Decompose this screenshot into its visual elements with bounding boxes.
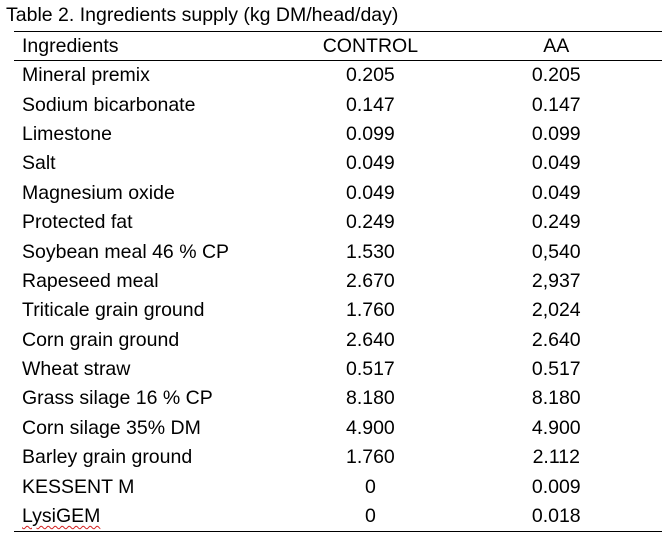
table-row: Corn grain ground 2.640 2.640 <box>14 326 662 355</box>
spellcheck-flagged-word: LysiGEM <box>22 505 101 528</box>
aa-value: 4.900 <box>531 416 581 439</box>
aa-value: 0.018 <box>450 501 662 533</box>
table-row: KESSENT M 0 0.009 <box>14 472 662 501</box>
ingredient-name: Rapeseed meal <box>22 269 159 292</box>
table-row: Limestone 0.099 0.099 <box>14 120 662 149</box>
control-value: 1.760 <box>345 299 395 322</box>
control-value: 0.049 <box>345 152 395 175</box>
table-row: Protected fat 0.249 0.249 <box>14 208 662 237</box>
aa-value: 0.147 <box>531 93 581 116</box>
aa-value: 2,937 <box>531 269 581 292</box>
control-value: 0.049 <box>345 181 395 204</box>
aa-value: 0,540 <box>531 240 581 263</box>
aa-value: 0.099 <box>531 122 581 145</box>
ingredient-name: Sodium bicarbonate <box>22 93 196 116</box>
ingredient-name: Barley grain ground <box>22 446 193 469</box>
ingredient-name: Salt <box>22 152 56 175</box>
control-value: 0.249 <box>345 211 395 234</box>
table-row: Corn silage 35% DM 4.900 4.900 <box>14 414 662 443</box>
table-row: Triticale grain ground 1.760 2,024 <box>14 296 662 325</box>
control-value: 0.099 <box>345 122 395 145</box>
ingredient-name: Mineral premix <box>22 64 150 87</box>
table-row: Magnesium oxide 0.049 0.049 <box>14 179 662 208</box>
ingredient-name: Magnesium oxide <box>22 181 175 204</box>
aa-value: 0.009 <box>531 475 581 498</box>
table-row: Sodium bicarbonate 0.147 0.147 <box>14 90 662 119</box>
table-row: Grass silage 16 % CP 8.180 8.180 <box>14 384 662 413</box>
control-value: 0.147 <box>345 93 395 116</box>
aa-value: 2.112 <box>532 446 580 469</box>
ingredient-name-cell: LysiGEM <box>14 501 291 533</box>
control-value: 1.530 <box>345 240 395 263</box>
ingredient-name: Grass silage 16 % CP <box>22 387 213 410</box>
control-value: 2.670 <box>345 269 395 292</box>
ingredient-name: Corn silage 35% DM <box>22 416 201 439</box>
column-header-aa: AA <box>450 31 662 61</box>
table-row: LysiGEM 0 0.018 <box>14 501 662 533</box>
table-caption: Table 2. Ingredients supply (kg DM/head/… <box>6 4 399 26</box>
aa-value: 0.049 <box>531 152 581 175</box>
control-value: 4.900 <box>345 416 395 439</box>
table-row: Mineral premix 0.205 0.205 <box>14 61 662 91</box>
ingredient-name: Protected fat <box>22 211 133 234</box>
column-header-control: CONTROL <box>290 31 451 61</box>
ingredient-name: Triticale grain ground <box>22 299 205 322</box>
table-row: Wheat straw 0.517 0.517 <box>14 355 662 384</box>
table-header-row: Ingredients CONTROL AA <box>14 31 662 61</box>
aa-value: 2,024 <box>531 299 581 322</box>
aa-value: 0.517 <box>531 358 581 381</box>
control-value: 1.760 <box>345 446 395 469</box>
table-row: Salt 0.049 0.049 <box>14 149 662 178</box>
ingredient-name: Soybean meal 46 % CP <box>22 240 230 263</box>
ingredients-table: Ingredients CONTROL AA Mineral premix 0.… <box>14 31 662 533</box>
control-value: 2.640 <box>345 328 395 351</box>
control-value: 0.517 <box>345 358 395 381</box>
ingredient-name: Limestone <box>22 122 112 145</box>
aa-value: 2.640 <box>531 328 581 351</box>
control-value: 8.180 <box>345 387 395 410</box>
control-value: 0 <box>364 475 376 498</box>
ingredient-name: KESSENT M <box>22 475 135 498</box>
table-row: Rapeseed meal 2.670 2,937 <box>14 267 662 296</box>
table-row: Barley grain ground 1.760 2.112 <box>14 443 662 472</box>
ingredient-name: Wheat straw <box>22 358 131 381</box>
aa-value: 0.249 <box>531 211 581 234</box>
aa-value: 0.205 <box>531 64 581 87</box>
table-row: Soybean meal 46 % CP 1.530 0,540 <box>14 237 662 266</box>
ingredient-name: Corn grain ground <box>22 328 180 351</box>
aa-value: 8.180 <box>531 387 581 410</box>
aa-value: 0.049 <box>531 181 581 204</box>
control-value: 0 <box>290 501 451 533</box>
column-header-ingredients: Ingredients <box>14 31 291 61</box>
control-value: 0.205 <box>345 64 395 87</box>
table-body: Mineral premix 0.205 0.205 Sodium bicarb… <box>14 61 662 533</box>
